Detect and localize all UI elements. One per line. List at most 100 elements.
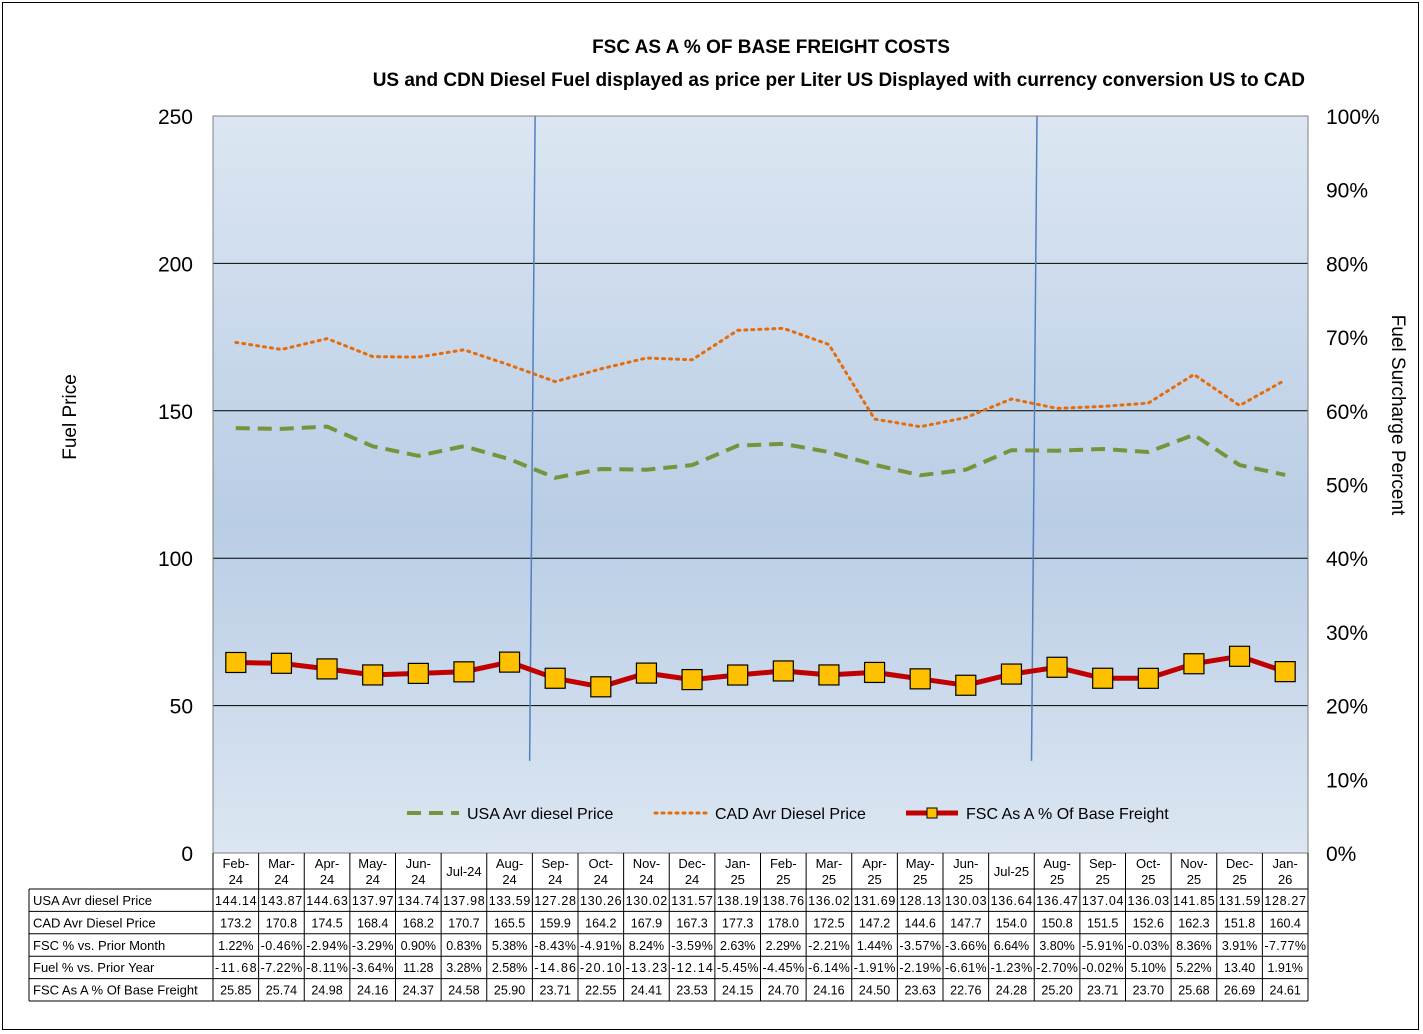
category-label: 24 bbox=[229, 872, 243, 887]
category-label: Jan- bbox=[725, 856, 750, 871]
y-axis-title: Fuel Price bbox=[60, 374, 81, 460]
category-label: Oct- bbox=[589, 856, 614, 871]
series-marker bbox=[1228, 645, 1251, 667]
series-marker bbox=[362, 664, 384, 686]
category-label: 25 bbox=[959, 872, 973, 887]
table-cell: 136.64 bbox=[991, 894, 1033, 908]
y-tick-label: 0 bbox=[181, 843, 193, 866]
table-cell: 5.10% bbox=[1131, 961, 1166, 975]
table-cell: -6.14% bbox=[808, 961, 850, 975]
series-marker bbox=[1046, 656, 1068, 678]
y-tick-label: 250 bbox=[158, 106, 193, 129]
category-label: 25 bbox=[867, 872, 881, 887]
table-cell: 1.22% bbox=[218, 939, 253, 953]
table-cell: 131.57 bbox=[671, 894, 713, 908]
category-label: Feb- bbox=[770, 856, 797, 871]
table-cell: 25.20 bbox=[1041, 984, 1072, 998]
table-cell: 130.26 bbox=[580, 894, 622, 908]
table-cell: 25.68 bbox=[1178, 984, 1209, 998]
category-label: 24 bbox=[365, 872, 379, 887]
table-cell: 26.69 bbox=[1224, 984, 1255, 998]
table-cell: -13.23 bbox=[626, 961, 668, 975]
table-cell: -4.91% bbox=[580, 939, 622, 953]
y2-tick-label: 70% bbox=[1326, 327, 1368, 350]
table-cell: -14.86 bbox=[534, 961, 576, 975]
table-cell: 23.63 bbox=[905, 984, 936, 998]
table-cell: -3.57% bbox=[899, 939, 941, 953]
series-marker bbox=[590, 676, 612, 698]
table-cell: 25.90 bbox=[494, 984, 525, 998]
table-cell: 1.91% bbox=[1267, 961, 1302, 975]
table-cell: 24.16 bbox=[813, 984, 844, 998]
category-label: Aug- bbox=[1043, 856, 1070, 871]
category-label: 25 bbox=[822, 872, 836, 887]
table-cell: 168.2 bbox=[403, 916, 434, 930]
category-label: Mar- bbox=[816, 856, 843, 871]
category-label: 25 bbox=[913, 872, 927, 887]
y2-tick-label: 80% bbox=[1326, 253, 1368, 276]
category-label: Dec- bbox=[678, 856, 705, 871]
table-cell: -1.23% bbox=[991, 961, 1033, 975]
table-cell: 2.58% bbox=[492, 961, 527, 975]
category-label: Apr- bbox=[315, 856, 340, 871]
table-cell: 13.40 bbox=[1224, 961, 1255, 975]
series-line-0 bbox=[235, 424, 1286, 480]
category-label: 24 bbox=[320, 872, 334, 887]
table-cell: -2.19% bbox=[899, 961, 941, 975]
category-label: Apr- bbox=[862, 856, 887, 871]
series-marker bbox=[818, 664, 840, 686]
table-cell: 160.4 bbox=[1270, 916, 1301, 930]
table-cell: -20.10 bbox=[580, 961, 622, 975]
table-cell: 22.55 bbox=[585, 984, 616, 998]
table-cell: 167.3 bbox=[676, 916, 707, 930]
table-cell: 138.19 bbox=[717, 894, 759, 908]
table-cell: 130.03 bbox=[945, 894, 987, 908]
table-cell: 178.0 bbox=[768, 916, 799, 930]
table-cell: 167.9 bbox=[631, 916, 662, 930]
table-cell: 165.5 bbox=[494, 916, 525, 930]
category-label: 24 bbox=[502, 872, 516, 887]
table-cell: 141.85 bbox=[1173, 894, 1215, 908]
category-label: Mar- bbox=[268, 856, 295, 871]
table-cell: 5.22% bbox=[1176, 961, 1211, 975]
series-marker bbox=[772, 660, 794, 682]
category-label: Nov- bbox=[1180, 856, 1207, 871]
table-cell: 24.16 bbox=[357, 984, 388, 998]
table-cell: 128.27 bbox=[1264, 894, 1306, 908]
series-marker bbox=[1137, 667, 1159, 689]
table-cell: 168.4 bbox=[357, 916, 388, 930]
table-cell: -0.02% bbox=[1082, 961, 1124, 975]
category-label: May- bbox=[358, 856, 387, 871]
category-label: Jul-25 bbox=[994, 864, 1029, 879]
y-tick-label: 100 bbox=[158, 548, 193, 571]
series-marker bbox=[1274, 661, 1296, 683]
category-label: Sep- bbox=[541, 856, 568, 871]
table-cell: 23.71 bbox=[540, 984, 571, 998]
table-row-header: FSC As A % Of Base Freight bbox=[33, 983, 198, 998]
table-cell: 127.28 bbox=[534, 894, 576, 908]
table-cell: 164.2 bbox=[585, 916, 616, 930]
table-cell: 150.8 bbox=[1041, 916, 1072, 930]
category-label: 24 bbox=[411, 872, 425, 887]
table-cell: 8.36% bbox=[1176, 939, 1211, 953]
series-marker bbox=[863, 661, 886, 684]
table-cell: 136.03 bbox=[1128, 894, 1170, 908]
y2-tick-label: 40% bbox=[1326, 548, 1368, 571]
table-cell: 25.74 bbox=[266, 984, 297, 998]
vertical-marker-line bbox=[1030, 115, 1038, 761]
table-cell: 24.50 bbox=[859, 984, 890, 998]
table-cell: 1.44% bbox=[857, 939, 892, 953]
table-cell: 133.59 bbox=[489, 894, 531, 908]
series-marker bbox=[544, 667, 566, 689]
table-cell: -5.91% bbox=[1082, 939, 1124, 953]
table-cell: 23.70 bbox=[1133, 984, 1164, 998]
table-cell: -3.64% bbox=[352, 961, 394, 975]
table-cell: 173.2 bbox=[220, 916, 251, 930]
series-line-1 bbox=[234, 326, 1287, 429]
table-cell: 144.63 bbox=[306, 894, 348, 908]
table-cell: 144.14 bbox=[215, 894, 257, 908]
table-cell: -8.43% bbox=[534, 939, 576, 953]
series-marker bbox=[1183, 653, 1205, 675]
table-cell: 131.59 bbox=[1219, 894, 1261, 908]
